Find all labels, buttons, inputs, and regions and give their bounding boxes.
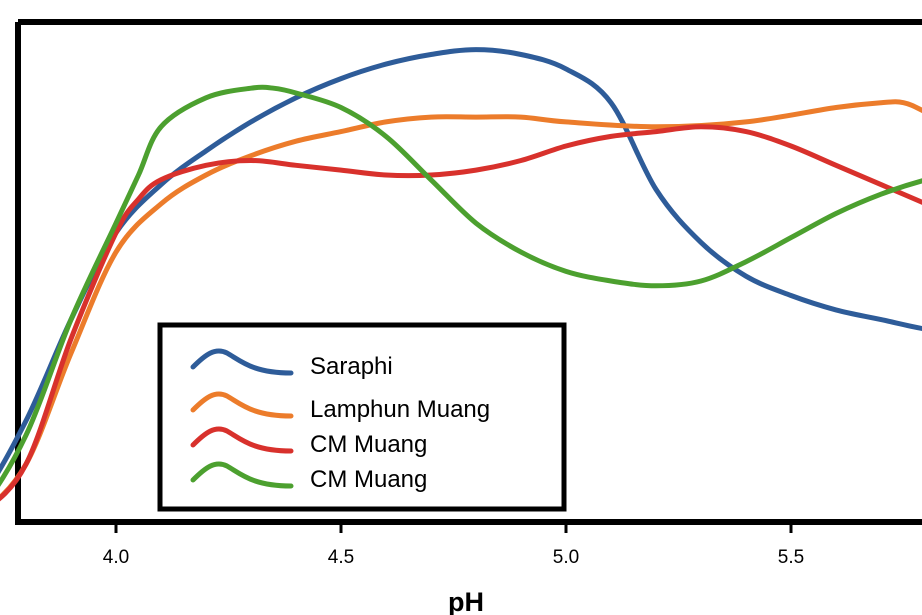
x-tick-label: 4.5: [328, 547, 354, 568]
legend-swatch-3: [190, 426, 294, 454]
legend-label-4: CM Muang: [310, 466, 427, 493]
legend-swatch-2: [190, 391, 294, 419]
series-line-4: [0, 84, 922, 487]
series-line-2: [0, 99, 922, 501]
x-axis-ticks: 4.04.55.05.56.06.57.07.5: [103, 522, 804, 568]
legend-label-2: Lamphun Muang: [310, 396, 490, 423]
series-line-3: [0, 124, 922, 502]
series-line-1: [0, 47, 922, 475]
legend-label-1: Saraphi: [310, 353, 393, 380]
legend-swatch-4: [190, 461, 294, 489]
x-tick-label: 5.0: [553, 547, 579, 568]
series-lines: [0, 47, 922, 502]
legend: Saraphi Lamphun Muang CM Muang CM Muang: [157, 322, 567, 512]
x-tick-label: 4.0: [103, 547, 129, 568]
x-axis-title: pH: [448, 587, 484, 615]
legend-swatch-1: [190, 348, 294, 376]
legend-label-3: CM Muang: [310, 431, 427, 458]
x-tick-label: 5.5: [778, 547, 804, 568]
